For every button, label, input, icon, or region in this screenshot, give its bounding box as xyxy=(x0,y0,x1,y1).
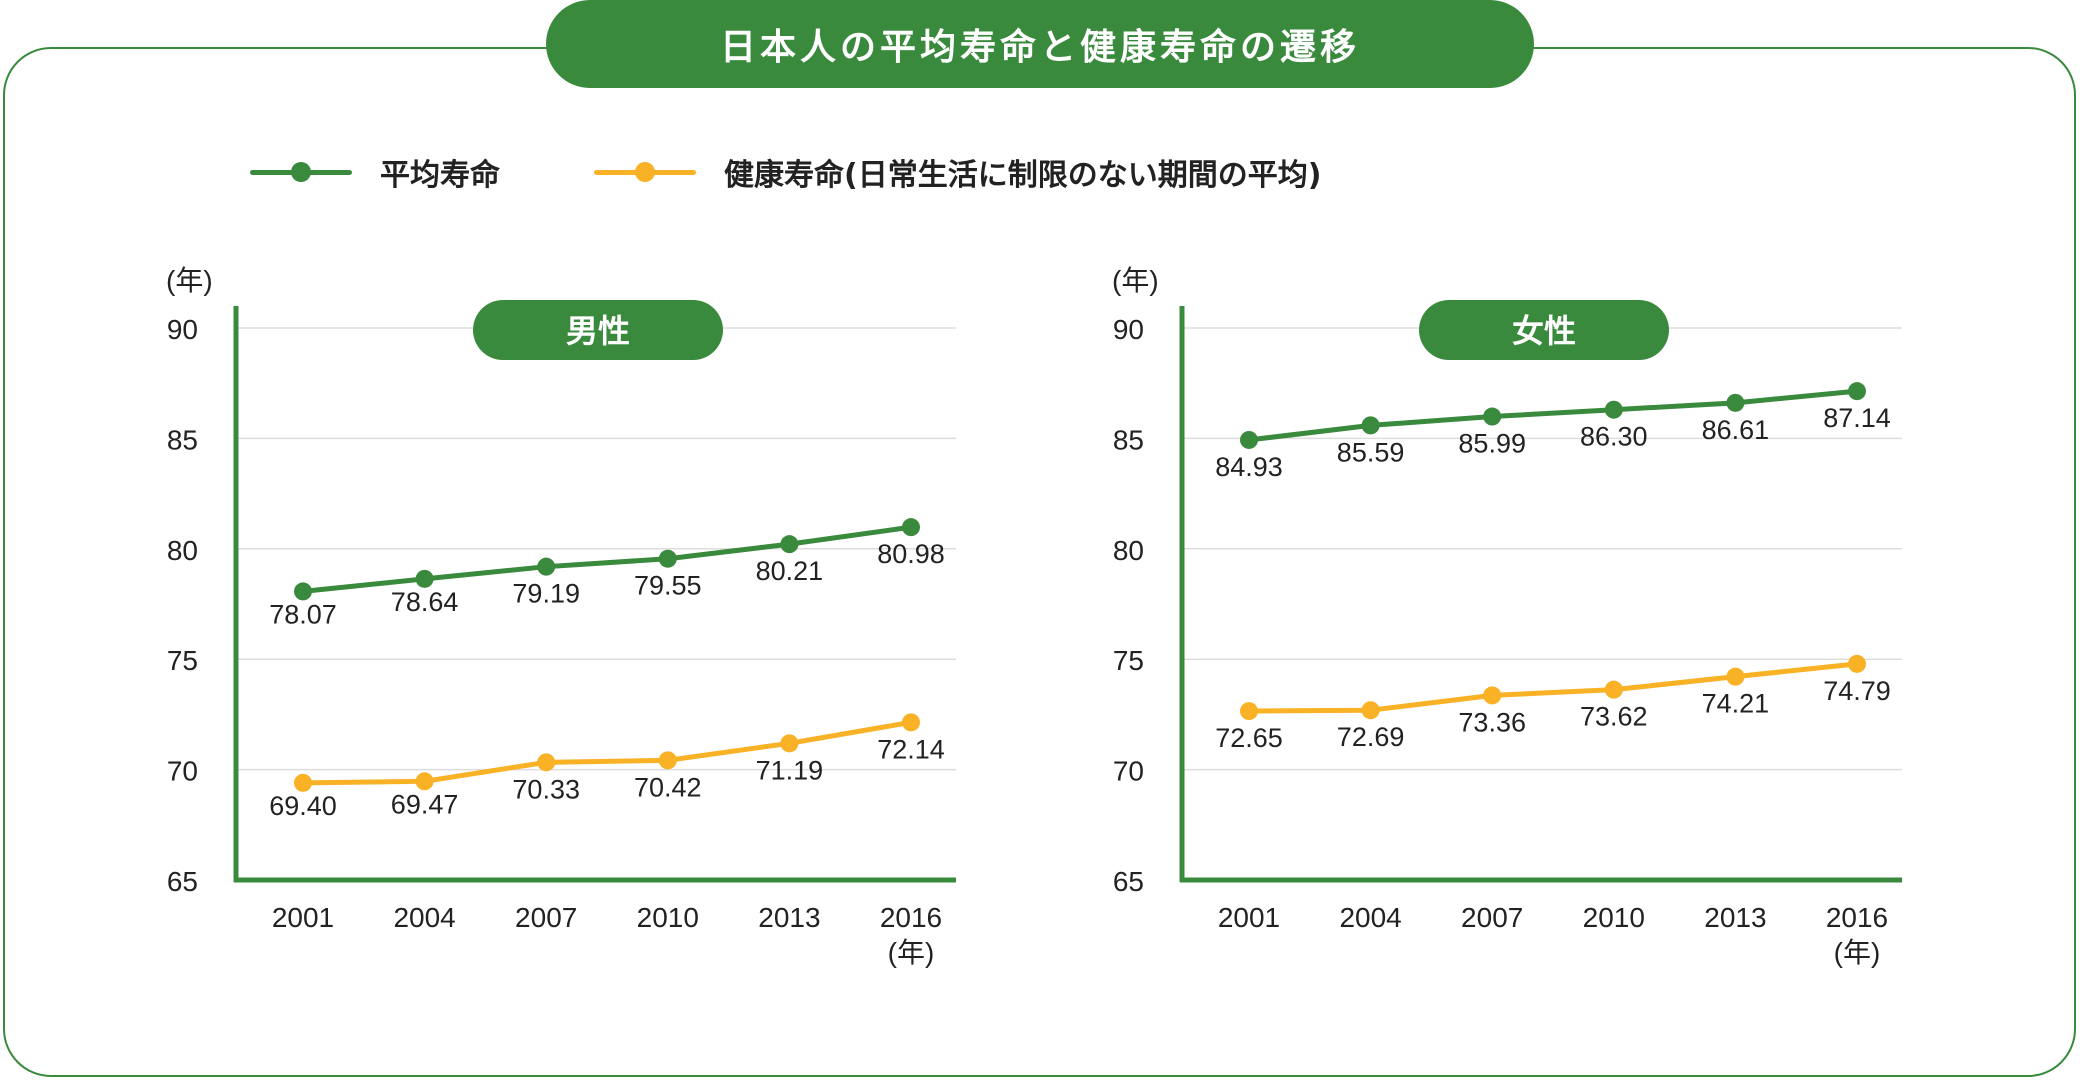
chart-male-series-line-healthy-life xyxy=(300,719,914,786)
chart-female-data-label-healthy-life: 74.21 xyxy=(1702,689,1770,719)
chart-male-x-tick-label: 2007 xyxy=(515,902,577,933)
chart-female-data-label-average-life: 87.14 xyxy=(1823,403,1891,433)
chart-male-data-label-healthy-life: 69.47 xyxy=(391,789,459,819)
chart-female-data-label-healthy-life: 74.79 xyxy=(1823,676,1891,706)
legend-label-average-life: 平均寿命 xyxy=(380,158,500,193)
legend-item-healthy-life: 健康寿命(日常生活に制限のない期間の平均) xyxy=(594,152,1322,193)
chart-female-y-tick-label: 70 xyxy=(1113,756,1144,787)
chart-male-point-average-life xyxy=(902,518,920,537)
chart-male-point-average-life xyxy=(415,569,434,588)
chart-male-data-label-healthy-life: 69.40 xyxy=(269,791,337,821)
chart-male-data-label-average-life: 79.55 xyxy=(634,571,702,601)
chart-female-point-healthy-life xyxy=(1604,680,1623,699)
chart-female-y-tick-label: 65 xyxy=(1113,866,1144,897)
chart-male-data-label-healthy-life: 70.42 xyxy=(634,772,702,802)
chart-female-x-axis-unit: (年) xyxy=(1834,937,1881,968)
chart-female-data-label-average-life: 86.61 xyxy=(1702,415,1770,445)
chart-male-data-label-healthy-life: 71.19 xyxy=(756,755,824,785)
chart-female-title-pill xyxy=(1419,300,1669,360)
chart-female-point-average-life xyxy=(1483,407,1502,426)
chart-male-data-label-average-life: 78.64 xyxy=(391,587,459,617)
chart-female-data-label-healthy-life: 72.65 xyxy=(1215,723,1283,753)
chart-male-x-tick-label: 2013 xyxy=(758,902,820,933)
chart-female-data-label-healthy-life: 73.36 xyxy=(1458,707,1526,737)
chart-male-data-label-healthy-life: 72.14 xyxy=(877,734,945,764)
chart-male-x-tick-label: 2016 xyxy=(880,902,942,933)
chart-female-x-tick-label: 2013 xyxy=(1704,902,1766,933)
chart-female-data-label-average-life: 85.99 xyxy=(1458,429,1526,459)
chart-male-point-average-life xyxy=(658,549,677,568)
chart-male-title-pill xyxy=(473,300,723,360)
chart-female-x-tick-label: 2010 xyxy=(1583,902,1645,933)
chart-male-y-tick-label: 65 xyxy=(167,866,198,897)
chart-female-x-tick-label: 2007 xyxy=(1461,902,1523,933)
chart-female-series-line-average-life xyxy=(1246,388,1860,443)
chart-female-y-tick-label: 80 xyxy=(1113,535,1144,566)
chart-male-data-label-average-life: 78.07 xyxy=(269,599,337,629)
chart-female-data-label-healthy-life: 73.62 xyxy=(1580,702,1648,732)
chart-female-x-tick-label: 2001 xyxy=(1218,902,1280,933)
chart-female-point-healthy-life xyxy=(1726,667,1745,686)
chart-male-point-average-life xyxy=(294,582,312,601)
chart-male-point-average-life xyxy=(537,557,556,576)
chart-male-series-line-average-life xyxy=(300,524,914,594)
chart-male-y-tick-label: 70 xyxy=(167,756,198,787)
chart-male-y-tick-label: 90 xyxy=(167,314,198,345)
chart-female-y-tick-label: 90 xyxy=(1113,314,1144,345)
chart-male-point-healthy-life xyxy=(902,713,920,732)
chart-male-y-tick-label: 80 xyxy=(167,535,198,566)
legend-swatch-healthy-life xyxy=(594,152,696,192)
chart-male-y-tick-label: 75 xyxy=(167,645,198,676)
chart-male-point-healthy-life xyxy=(537,753,556,772)
chart-male-data-label-healthy-life: 70.33 xyxy=(512,774,580,804)
chart-female-point-average-life xyxy=(1604,400,1623,419)
chart-female-y-axis-unit: (年) xyxy=(1112,265,1159,296)
chart-female-point-average-life xyxy=(1361,416,1380,435)
chart-female-point-healthy-life xyxy=(1848,654,1866,673)
chart-male-x-tick-label: 2001 xyxy=(272,902,334,933)
chart-title: 日本人の平均寿命と健康寿命の遷移 xyxy=(546,0,1534,88)
chart-female-x-tick-label: 2016 xyxy=(1826,902,1888,933)
chart-male-point-average-life xyxy=(780,535,799,554)
chart-male-y-tick-label: 85 xyxy=(167,424,198,455)
chart-female-data-label-average-life: 85.59 xyxy=(1337,437,1405,467)
chart-female-x-tick-label: 2004 xyxy=(1339,902,1401,933)
chart-female-data-label-average-life: 86.30 xyxy=(1580,422,1648,452)
chart-male-point-healthy-life xyxy=(294,773,312,792)
chart-female-series-line-healthy-life xyxy=(1246,661,1860,714)
chart-male-x-axis-unit: (年) xyxy=(888,937,935,968)
chart-female-point-average-life xyxy=(1240,430,1258,449)
chart-male-point-healthy-life xyxy=(415,772,434,791)
legend-label-healthy-life: 健康寿命(日常生活に制限のない期間の平均) xyxy=(724,158,1322,193)
chart-male-x-tick-label: 2004 xyxy=(393,902,455,933)
legend-swatch-average-life xyxy=(250,152,352,192)
chart-female-point-average-life xyxy=(1848,382,1866,401)
chart-female-point-healthy-life xyxy=(1240,702,1258,721)
chart-female-point-average-life xyxy=(1726,393,1745,412)
chart-male-point-healthy-life xyxy=(780,734,799,753)
chart-male-point-healthy-life xyxy=(658,751,677,770)
chart-male-data-label-average-life: 79.19 xyxy=(512,579,580,609)
chart-female-point-healthy-life xyxy=(1483,686,1502,705)
chart-male-y-axis-unit: (年) xyxy=(166,265,213,296)
chart-male-title: 男性 xyxy=(566,313,630,349)
chart-female-data-label-average-life: 84.93 xyxy=(1215,452,1283,482)
chart-male-data-label-average-life: 80.98 xyxy=(877,539,945,569)
legend-item-average-life: 平均寿命 xyxy=(250,152,500,193)
chart-male-x-tick-label: 2010 xyxy=(637,902,699,933)
chart-male-data-label-average-life: 80.21 xyxy=(756,556,824,586)
chart-female-title: 女性 xyxy=(1512,313,1576,349)
chart-female-y-tick-label: 85 xyxy=(1113,424,1144,455)
chart-female-data-label-healthy-life: 72.69 xyxy=(1337,722,1405,752)
chart-female-y-tick-label: 75 xyxy=(1113,645,1144,676)
chart-female-point-healthy-life xyxy=(1361,701,1380,720)
